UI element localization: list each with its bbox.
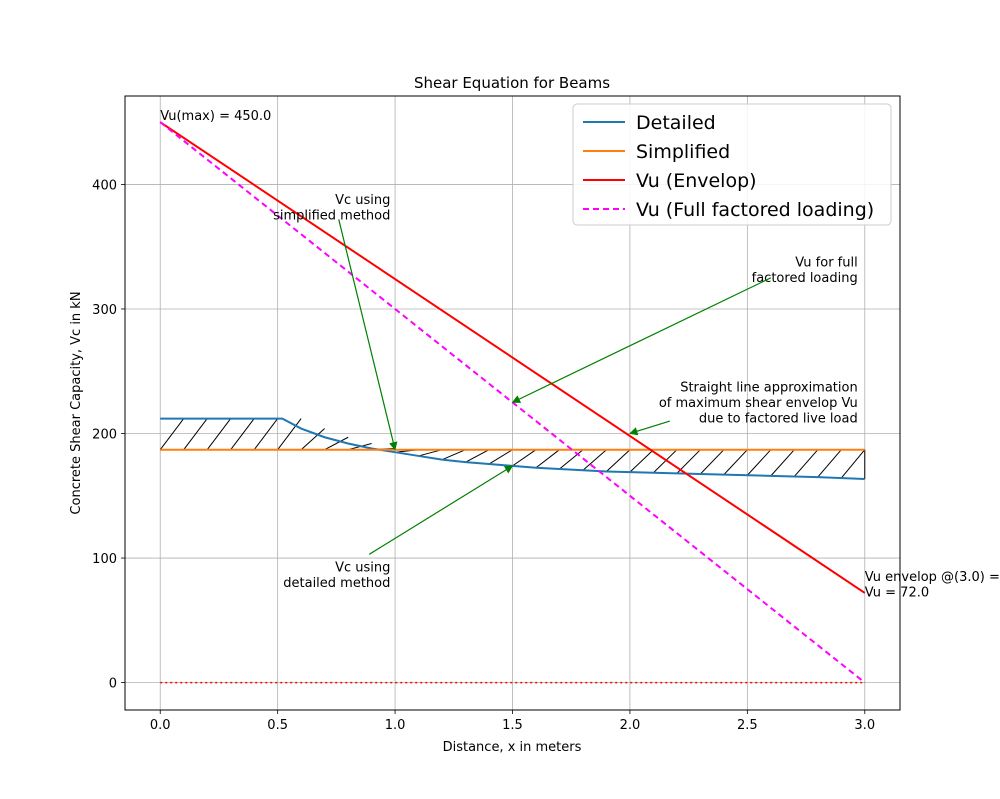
hatch-line bbox=[746, 449, 772, 476]
annotation-arrow bbox=[368, 465, 514, 555]
x-tick-label: 0.5 bbox=[267, 718, 288, 733]
annotation: Vu(max) = 450.0 bbox=[160, 109, 271, 124]
y-tick-label: 100 bbox=[92, 552, 117, 567]
annotation-text: due to factored live load bbox=[699, 412, 858, 427]
legend-label: Vu (Envelop) bbox=[636, 170, 757, 192]
annotation-text: of maximum shear envelop Vu bbox=[659, 396, 858, 411]
hatch-line bbox=[206, 418, 232, 451]
y-tick-label: 200 bbox=[92, 428, 117, 443]
annotation-text: Vu for full bbox=[795, 255, 857, 270]
hatch-line bbox=[253, 418, 279, 451]
chart-title: Shear Equation for Beams bbox=[414, 74, 610, 92]
x-axis-label: Distance, x in meters bbox=[443, 740, 582, 755]
annotation-arrow bbox=[629, 420, 671, 436]
hatch-line bbox=[535, 449, 560, 469]
hatch-line bbox=[324, 436, 349, 451]
annotation-text: detailed method bbox=[283, 576, 390, 591]
hatch-line bbox=[840, 449, 866, 479]
hatch-line bbox=[183, 418, 208, 451]
vu-envelop-line bbox=[159, 121, 866, 594]
hatch-line bbox=[300, 428, 325, 451]
hatch-line bbox=[817, 449, 842, 478]
hatch-line bbox=[512, 449, 537, 467]
hatch-line bbox=[559, 449, 584, 470]
annotation-text: simplified method bbox=[273, 209, 390, 224]
hatch-line bbox=[629, 449, 654, 473]
annotation-text: Vu = 72.0 bbox=[865, 585, 929, 600]
annotation-text: Vc using bbox=[335, 560, 390, 575]
hatch-line bbox=[159, 418, 185, 451]
annotation-arrow bbox=[338, 219, 398, 451]
annotation-text: factored loading bbox=[752, 271, 858, 286]
x-tick-label: 1.5 bbox=[502, 718, 523, 733]
y-tick-label: 400 bbox=[92, 178, 117, 193]
legend: Detailed Simplified Vu (Envelop) Vu (Full f… bbox=[572, 103, 892, 226]
hatch-line bbox=[793, 449, 819, 477]
legend-label: Simplified bbox=[636, 141, 730, 163]
legend-label: Vu (Full factored loading) bbox=[636, 199, 874, 221]
legend-box bbox=[572, 103, 892, 226]
hatch-line bbox=[488, 449, 513, 465]
detailed-line bbox=[160, 417, 865, 480]
annotation: Vu envelop @(3.0) =Vu = 72.0 bbox=[865, 570, 1000, 601]
hatch-line bbox=[723, 449, 748, 475]
annotation-arrow bbox=[511, 277, 772, 403]
hatch-line bbox=[582, 449, 607, 471]
y-tick-label: 0 bbox=[109, 677, 117, 692]
y-axis-label: Concrete Shear Capacity, Vc in kN bbox=[69, 291, 84, 514]
hatch-line bbox=[465, 449, 490, 463]
hatch-line bbox=[441, 449, 466, 461]
hatch-line bbox=[770, 449, 795, 477]
legend-label: Detailed bbox=[636, 112, 716, 134]
annotation-text: Straight line approximation bbox=[680, 381, 858, 396]
x-tick-label: 2.5 bbox=[737, 718, 758, 733]
x-tick-label: 2.0 bbox=[620, 718, 641, 733]
hatch-line bbox=[606, 449, 631, 472]
hatch-line bbox=[230, 418, 255, 451]
hatch-line bbox=[418, 449, 443, 457]
annotation-text: Vu envelop @(3.0) = bbox=[865, 570, 1000, 585]
hatch-line bbox=[653, 449, 678, 474]
hatch-line bbox=[277, 418, 302, 451]
x-tick-label: 0.0 bbox=[150, 718, 171, 733]
annotation-text: Vc using bbox=[335, 193, 390, 208]
annotation-text: Vu(max) = 450.0 bbox=[160, 109, 271, 124]
ticks: 0.0 0.5 1.0 1.5 2.0 2.5 3.0 0 100 200 300 400 bbox=[92, 178, 875, 733]
y-tick-label: 300 bbox=[92, 303, 117, 318]
x-tick-label: 3.0 bbox=[854, 718, 875, 733]
x-tick-label: 1.0 bbox=[385, 718, 406, 733]
hatch-line bbox=[700, 449, 725, 475]
